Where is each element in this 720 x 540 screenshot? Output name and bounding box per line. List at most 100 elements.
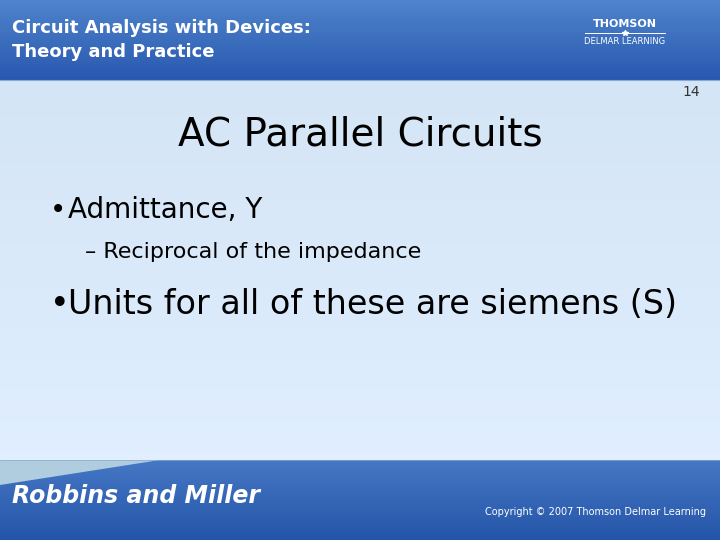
Bar [0, 339, 720, 346]
Bar [0, 502, 720, 504]
Bar [0, 44, 720, 46]
Bar [0, 462, 720, 464]
Bar [0, 76, 720, 78]
Bar [0, 522, 720, 524]
Bar [0, 510, 720, 512]
Bar [0, 251, 720, 258]
Bar [0, 469, 720, 472]
Bar [0, 232, 720, 238]
Bar [0, 371, 720, 377]
Bar [0, 364, 720, 372]
Bar [0, 352, 720, 359]
Bar [0, 519, 720, 522]
Bar [0, 483, 720, 486]
Bar [0, 149, 720, 156]
Bar [0, 333, 720, 340]
Bar [0, 474, 720, 476]
Bar [0, 263, 720, 270]
Bar [0, 523, 720, 526]
Polygon shape [0, 460, 160, 485]
Bar [0, 402, 720, 409]
Bar [0, 181, 720, 188]
Text: Units for all of these are siemens (S): Units for all of these are siemens (S) [68, 287, 677, 321]
Bar [0, 187, 720, 194]
Bar [0, 19, 720, 22]
Bar [0, 383, 720, 390]
Bar [0, 92, 720, 99]
Text: THOMSON: THOMSON [593, 19, 657, 29]
Bar [0, 24, 720, 26]
Bar [0, 441, 720, 447]
Text: •: • [50, 287, 70, 321]
Bar [0, 514, 720, 516]
Bar [0, 238, 720, 245]
Text: Admittance, Y: Admittance, Y [68, 196, 262, 224]
Text: DELMAR LEARNING: DELMAR LEARNING [585, 37, 665, 46]
Bar [0, 288, 720, 295]
Bar [0, 508, 720, 510]
Bar [0, 8, 720, 10]
Bar [0, 59, 720, 62]
Text: AC Parallel Circuits: AC Parallel Circuits [178, 116, 542, 154]
Bar [0, 0, 720, 2]
Bar [0, 390, 720, 397]
Bar [0, 86, 720, 93]
Bar [0, 37, 720, 40]
Bar [0, 30, 720, 32]
Bar [0, 428, 720, 435]
Bar [0, 68, 720, 70]
Bar [0, 57, 720, 60]
Bar [0, 65, 720, 68]
Text: 14: 14 [683, 85, 700, 99]
Bar [0, 346, 720, 352]
Text: – Reciprocal of the impedance: – Reciprocal of the impedance [85, 242, 421, 262]
Bar [0, 36, 720, 38]
Text: Theory and Practice: Theory and Practice [12, 43, 215, 61]
Bar [0, 78, 720, 80]
Text: Circuit Analysis with Devices:: Circuit Analysis with Devices: [12, 19, 311, 37]
Bar [0, 3, 720, 6]
Bar [0, 477, 720, 480]
Bar [0, 327, 720, 333]
Bar [0, 269, 720, 276]
Bar [0, 257, 720, 264]
Bar [0, 489, 720, 492]
Bar [0, 42, 720, 44]
Bar [0, 98, 720, 105]
Bar [0, 130, 720, 137]
Bar [0, 482, 720, 484]
Bar [0, 79, 720, 86]
Bar [0, 14, 720, 16]
Bar [0, 528, 720, 530]
Bar [0, 531, 720, 534]
Bar [0, 530, 720, 532]
Bar [0, 16, 720, 18]
Bar [0, 213, 720, 219]
Bar [0, 31, 720, 34]
Bar [0, 497, 720, 500]
Bar [0, 488, 720, 490]
Bar [0, 453, 720, 460]
Bar [0, 491, 720, 494]
Bar [0, 447, 720, 454]
Bar [0, 534, 720, 536]
Bar [0, 295, 720, 302]
Bar [0, 64, 720, 66]
Bar [0, 465, 720, 468]
Bar [0, 22, 720, 24]
Bar [0, 320, 720, 327]
Bar [0, 476, 720, 478]
Bar [0, 33, 720, 36]
Bar [0, 70, 720, 72]
Bar [0, 39, 720, 42]
Bar [0, 5, 720, 8]
Text: •: • [50, 196, 66, 224]
Bar [0, 48, 720, 50]
Bar [0, 28, 720, 30]
Bar [0, 496, 720, 498]
Bar [0, 377, 720, 384]
Bar [0, 200, 720, 207]
Bar [0, 156, 720, 163]
Bar [0, 460, 720, 462]
Bar [0, 53, 720, 56]
